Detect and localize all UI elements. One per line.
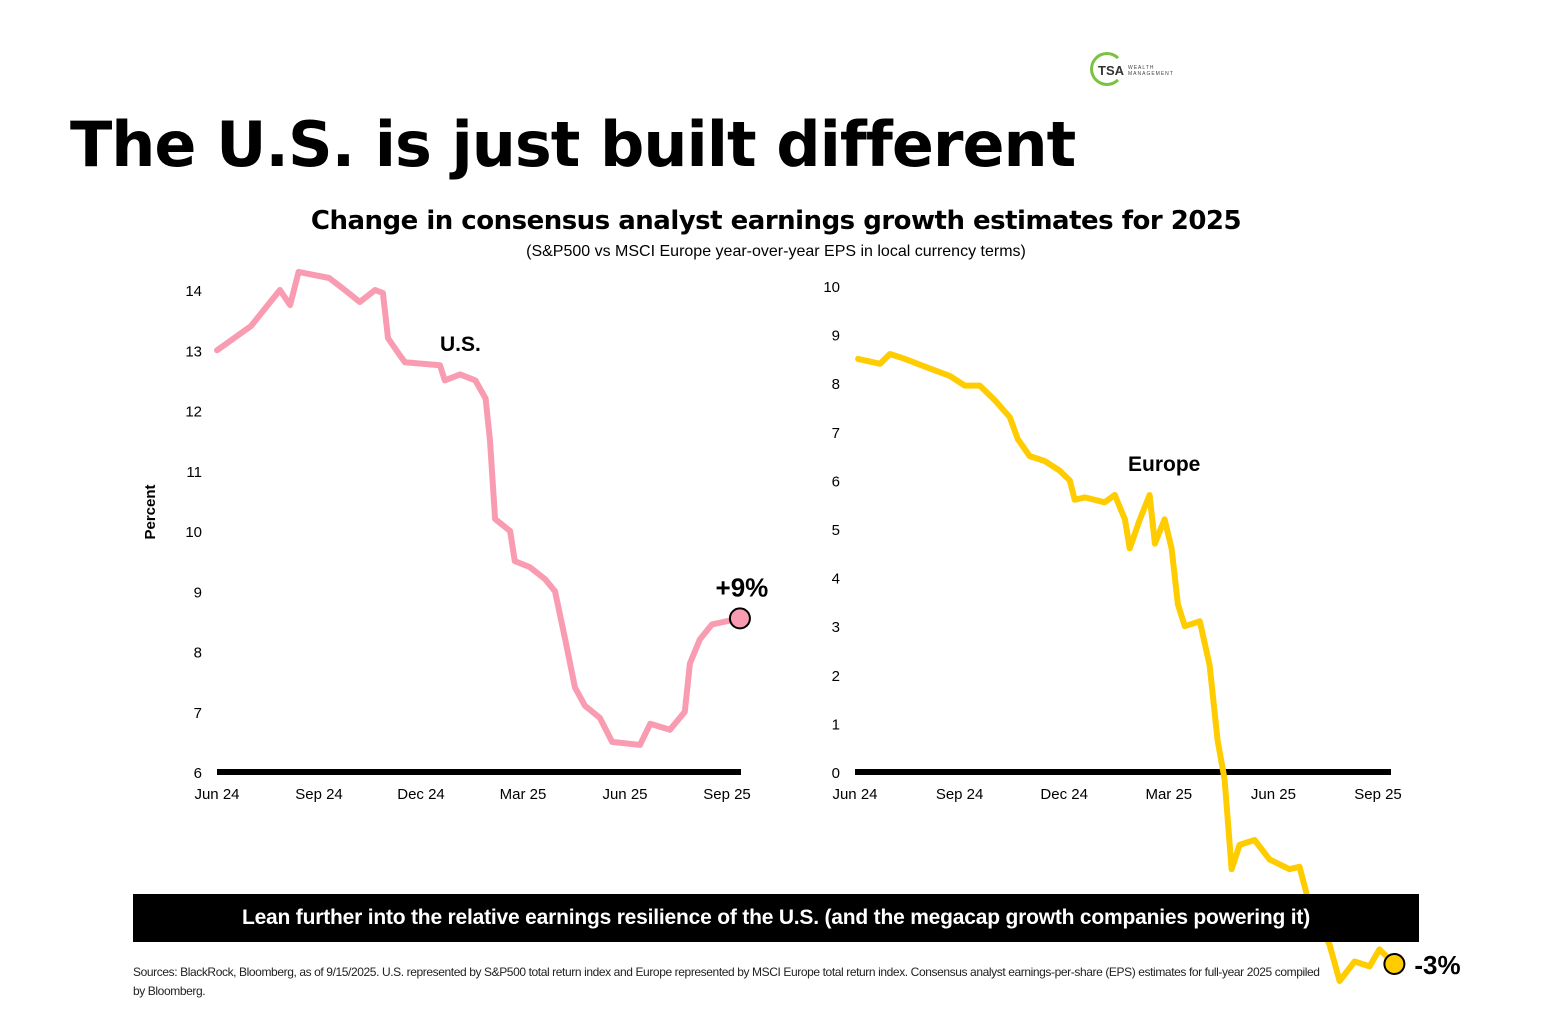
source-note: Sources: BlackRock, Bloomberg, as of 9/1… (133, 965, 1320, 998)
y-tick-label: 3 (832, 619, 840, 636)
chart-subtitle: (S&P500 vs MSCI Europe year-over-year EP… (526, 243, 1026, 260)
y-tick-label: 5 (832, 522, 840, 539)
series-line-us (214, 268, 743, 748)
series-label: Europe (1128, 453, 1200, 476)
logo-ring-icon (1090, 52, 1124, 86)
y-tick-label: 14 (185, 283, 202, 300)
x-tick-label: Jun 24 (194, 786, 239, 803)
end-value-label: -3% (1414, 950, 1460, 980)
logo-tagline: WEALTH MANAGEMENT (1128, 65, 1174, 77)
y-tick-label: 9 (832, 328, 840, 345)
y-tick-label: 10 (823, 279, 840, 296)
x-tick-label: Mar 25 (500, 786, 547, 803)
x-tick-label: Dec 24 (1040, 786, 1088, 803)
x-tick-label: Jun 25 (1251, 786, 1296, 803)
series-line-europe (855, 351, 1398, 984)
x-tick-label: Jun 24 (832, 786, 877, 803)
end-point-marker (728, 607, 751, 630)
y-tick-label: 4 (832, 571, 840, 588)
x-tick-label: Jun 25 (602, 786, 647, 803)
y-tick-label: 12 (185, 404, 202, 421)
y-tick-label: 7 (832, 425, 840, 442)
logo-text: TSA (1098, 63, 1124, 78)
x-tick-label: Sep 25 (1354, 786, 1402, 803)
x-tick-label: Sep 24 (295, 786, 343, 803)
page-title: The U.S. is just built different (70, 108, 1076, 181)
x-tick-label: Sep 24 (936, 786, 984, 803)
y-tick-label: 8 (832, 376, 840, 393)
y-tick-label: 7 (194, 705, 202, 722)
y-tick-label: 13 (185, 343, 202, 360)
tsa-logo: TSA WEALTH MANAGEMENT (1090, 52, 1190, 92)
x-tick-label: Dec 24 (397, 786, 445, 803)
y-tick-label: 8 (194, 645, 202, 662)
x-tick-label: Sep 25 (703, 786, 751, 803)
y-tick-label: 11 (186, 464, 202, 481)
end-point-marker (1383, 952, 1406, 975)
takeaway-banner: Lean further into the relative earnings … (133, 894, 1419, 942)
y-tick-label: 10 (185, 524, 202, 541)
y-tick-label: 1 (832, 716, 840, 733)
x-tick-label: Mar 25 (1145, 786, 1192, 803)
y-tick-label: 2 (832, 668, 840, 685)
y-axis-label: Percent (142, 484, 159, 539)
y-tick-label: 6 (832, 473, 840, 490)
end-value-label: +9% (716, 572, 769, 602)
y-tick-label: 9 (194, 584, 202, 601)
chart-title: Change in consensus analyst earnings gro… (310, 206, 1242, 236)
y-tick-label: 0 (832, 765, 840, 782)
y-tick-label: 6 (194, 765, 202, 782)
series-label: U.S. (440, 333, 481, 356)
